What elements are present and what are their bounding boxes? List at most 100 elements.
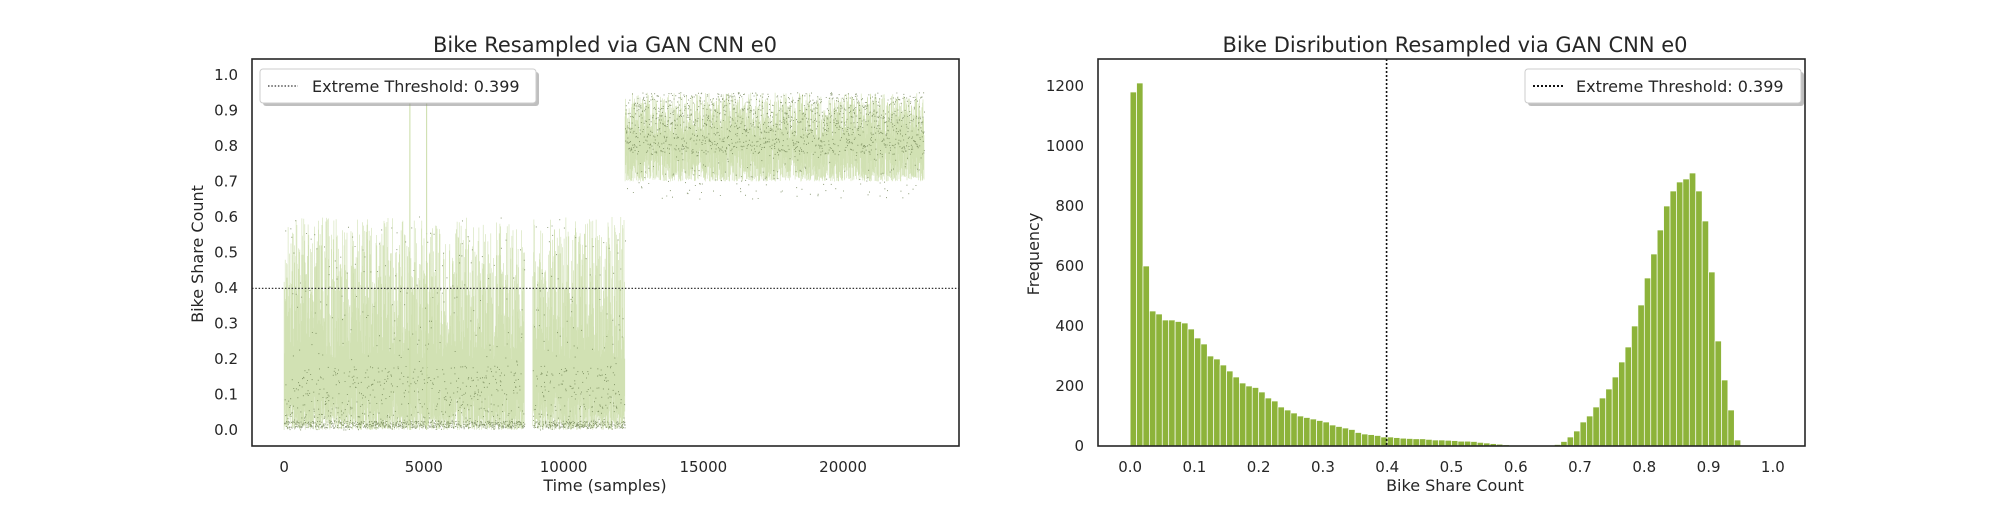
x-tick-label: 0.7 — [1568, 458, 1592, 476]
y-axis-label: Frequency — [1024, 213, 1043, 296]
histogram-bar — [1329, 424, 1337, 447]
histogram-bar — [1271, 400, 1279, 447]
x-tick-label: 0.0 — [1118, 458, 1142, 476]
histogram-bar — [1361, 433, 1369, 447]
histogram-bar — [1168, 319, 1176, 447]
histogram-bar — [1393, 437, 1401, 447]
series-segment-0 — [283, 216, 526, 431]
y-tick-label: 0.3 — [214, 315, 238, 333]
histogram-bar — [1245, 385, 1253, 447]
histogram-bar — [1322, 421, 1330, 447]
value-range-lines — [283, 217, 525, 430]
histogram-bar — [1624, 346, 1632, 447]
histogram-bar — [1226, 370, 1234, 447]
y-axis-ticks: 0.0 0.1 0.2 0.3 0.4 0.5 0.6 0.7 0.8 0.9 1.0 — [214, 66, 238, 439]
histogram-bar — [1200, 343, 1208, 447]
x-tick-label: 0.1 — [1182, 458, 1206, 476]
histogram-bar — [1187, 328, 1195, 447]
histogram-bar — [1656, 229, 1664, 447]
histogram-bar — [1566, 436, 1574, 447]
legend-label: Extreme Threshold: 0.399 — [1576, 77, 1784, 96]
legend: Extreme Threshold: 0.399 — [259, 68, 539, 106]
histogram-bar — [1438, 439, 1446, 447]
y-axis-label: Bike Share Count — [188, 185, 207, 323]
histogram-bar — [1451, 440, 1459, 447]
histogram-bar — [1579, 421, 1587, 447]
histogram-bar — [1688, 172, 1697, 447]
histogram-bar — [1425, 439, 1433, 447]
histogram-bar — [1618, 361, 1626, 447]
histogram-bar — [1354, 432, 1362, 447]
histogram-bar — [1277, 406, 1285, 447]
histogram-bar — [1399, 437, 1407, 447]
x-axis-ticks: 0 5000 10000 15000 20000 — [279, 458, 867, 476]
plot-area — [252, 92, 959, 431]
x-tick-label: 0.2 — [1247, 458, 1271, 476]
histogram-bar — [1721, 379, 1729, 447]
axes-frame — [251, 58, 960, 447]
histogram-bar — [1303, 417, 1311, 447]
histogram-bar — [1637, 304, 1645, 447]
histogram-bar — [1669, 190, 1677, 447]
histogram-bar — [1708, 271, 1716, 447]
y-tick-label: 1000 — [1046, 137, 1084, 155]
axes-frame — [1097, 58, 1806, 447]
x-axis-label: Bike Share Count — [1386, 476, 1524, 495]
histogram-bar — [1161, 319, 1170, 447]
histogram-bar — [1367, 434, 1375, 447]
y-tick-label: 0.1 — [214, 386, 238, 404]
histogram-bar — [1605, 388, 1613, 447]
histogram-bar — [1309, 418, 1317, 447]
y-tick-label: 200 — [1055, 377, 1084, 395]
x-tick-label: 0.4 — [1375, 458, 1399, 476]
histogram-bar — [1611, 376, 1619, 447]
x-tick-label: 0.6 — [1504, 458, 1528, 476]
histogram-bar — [1194, 337, 1202, 447]
histogram-bar — [1592, 406, 1600, 447]
histogram-bar — [1136, 82, 1144, 447]
x-axis-label: Time (samples) — [542, 476, 666, 495]
histogram-bar — [1239, 382, 1247, 447]
histogram-bar — [1206, 355, 1215, 447]
histogram-bar — [1290, 412, 1298, 447]
histogram-bar — [1695, 190, 1703, 447]
y-tick-label: 600 — [1055, 257, 1084, 275]
y-tick-label: 0.2 — [214, 350, 238, 368]
y-tick-label: 800 — [1055, 197, 1084, 215]
chart-time-series: Bike Resampled via GAN CNN e0 0 5000 10000… — [188, 33, 960, 495]
histogram-bar — [1374, 435, 1382, 447]
histogram-bar — [1714, 340, 1722, 447]
chart-title: Bike Resampled via GAN CNN e0 — [433, 33, 777, 57]
histogram-bar — [1663, 205, 1671, 447]
histogram-bar — [1727, 409, 1735, 447]
x-tick-label: 0.3 — [1311, 458, 1335, 476]
histogram-bar — [1586, 415, 1594, 447]
y-tick-label: 0 — [1074, 437, 1084, 455]
histogram-bar — [1232, 376, 1240, 447]
histogram-bar — [1682, 178, 1690, 447]
chart-title: Bike Disribution Resampled via GAN CNN e… — [1223, 33, 1688, 57]
legend-box — [259, 68, 537, 104]
y-tick-label: 400 — [1055, 317, 1084, 335]
histogram-bar — [1406, 438, 1414, 447]
histogram-bar — [1129, 91, 1137, 447]
histogram-bar — [1386, 436, 1395, 447]
plot-area — [1129, 59, 1742, 447]
series-segment-2 — [624, 92, 925, 200]
histogram-bar — [1149, 310, 1157, 447]
sample-points — [284, 216, 526, 431]
histogram-bar — [1213, 358, 1221, 447]
x-tick-label: 20000 — [819, 458, 867, 476]
histogram-bar — [1676, 181, 1684, 447]
y-tick-label: 0.9 — [214, 101, 238, 119]
histogram-bar — [1419, 438, 1427, 447]
x-tick-label: 10000 — [540, 458, 588, 476]
y-tick-label: 0.5 — [214, 244, 238, 262]
histogram-bar — [1251, 387, 1260, 447]
histogram-bar — [1348, 429, 1356, 447]
y-tick-label: 0.7 — [214, 172, 238, 190]
x-tick-label: 0.9 — [1697, 458, 1721, 476]
y-tick-label: 0.0 — [214, 421, 238, 439]
